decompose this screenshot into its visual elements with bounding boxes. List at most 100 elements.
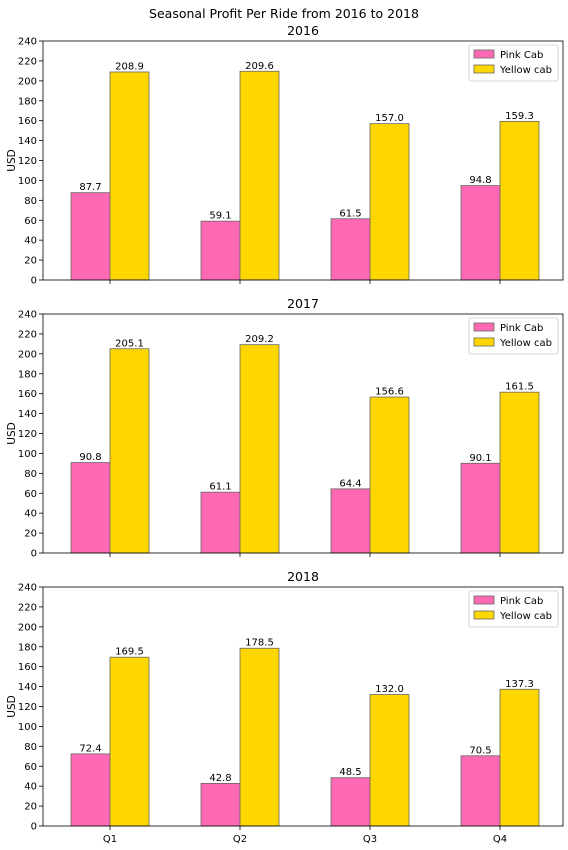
y-tick-label: 20 <box>24 256 37 267</box>
y-tick-label: 80 <box>24 196 37 207</box>
y-tick-label: 80 <box>24 469 37 480</box>
legend-swatch-pink-cab <box>473 322 495 332</box>
y-tick-label: 220 <box>18 56 37 67</box>
bar-value-label: 209.6 <box>245 61 274 72</box>
bar-value-label: 159.3 <box>505 111 534 122</box>
figure-suptitle: Seasonal Profit Per Ride from 2016 to 20… <box>149 6 419 21</box>
legend-swatch-pink-cab <box>473 49 495 59</box>
y-tick-label: 100 <box>18 176 37 187</box>
bar-value-label: 178.5 <box>245 638 274 649</box>
y-tick-label: 120 <box>18 429 37 440</box>
y-tick-label: 40 <box>24 236 37 247</box>
legend-label: Pink Cab <box>500 50 543 61</box>
bar-value-label: 157.0 <box>375 113 404 124</box>
y-tick-label: 20 <box>24 802 37 813</box>
y-tick-label: 60 <box>24 762 37 773</box>
bar-value-label: 72.4 <box>79 743 101 754</box>
axes-frame <box>42 586 564 827</box>
y-tick-label: 180 <box>18 369 37 380</box>
legend: Pink Cab Yellow cab <box>468 317 559 355</box>
bar-pink-cab-q4 <box>460 185 501 281</box>
legend-swatch-yellow-cab <box>473 610 495 620</box>
bar-yellow-cab-q1 <box>109 656 150 827</box>
bar-pink-cab-q1 <box>70 753 111 827</box>
bar-value-label: 156.6 <box>375 387 404 398</box>
bar-value-label: 94.8 <box>469 175 491 186</box>
bar-pink-cab-q3 <box>330 218 371 281</box>
bar-value-label: 132.0 <box>375 684 404 695</box>
x-tick-label: Q3 <box>363 834 377 845</box>
bar-pink-cab-q2 <box>200 491 241 554</box>
bar-value-label: 208.9 <box>115 61 144 72</box>
y-tick-label: 200 <box>18 349 37 360</box>
y-tick-label: 200 <box>18 622 37 633</box>
bar-value-label: 64.4 <box>339 478 361 489</box>
bar-value-label: 42.8 <box>209 773 231 784</box>
y-tick-label: 0 <box>31 276 37 287</box>
bar-pink-cab-q4 <box>460 462 501 554</box>
legend-swatch-pink-cab <box>473 595 495 605</box>
y-tick-label: 140 <box>18 136 37 147</box>
bar-yellow-cab-q4 <box>499 391 540 554</box>
y-tick-label: 140 <box>18 682 37 693</box>
y-tick-label: 80 <box>24 742 37 753</box>
y-tick-label: 0 <box>31 549 37 560</box>
y-tick-label: 180 <box>18 642 37 653</box>
legend-label: Yellow cab <box>499 611 552 622</box>
x-tick-label: Q2 <box>233 834 247 845</box>
bar-value-label: 61.1 <box>209 482 231 493</box>
y-tick-label: 20 <box>24 529 37 540</box>
y-tick-label: 40 <box>24 782 37 793</box>
y-tick-label: 120 <box>18 156 37 167</box>
chart-panel-3: 2018 USD 0 20 40 60 80 100 120 140 160 180 200 220 240… <box>6 569 564 845</box>
y-tick-label: 140 <box>18 409 37 420</box>
legend-label: Yellow cab <box>499 65 552 76</box>
bar-yellow-cab-q4 <box>499 120 540 281</box>
bar-yellow-cab-q3 <box>369 123 410 281</box>
y-tick-label: 240 <box>18 583 37 594</box>
bar-yellow-cab-q4 <box>499 688 540 827</box>
y-tick-label: 160 <box>18 116 37 127</box>
bar-yellow-cab-q2 <box>239 647 280 827</box>
y-tick-label: 180 <box>18 96 37 107</box>
y-tick-label: 240 <box>18 37 37 48</box>
bar-pink-cab-q4 <box>460 755 501 827</box>
y-tick-label: 220 <box>18 602 37 613</box>
y-tick-label: 220 <box>18 329 37 340</box>
bar-value-label: 209.2 <box>245 334 274 345</box>
y-tick-label: 100 <box>18 722 37 733</box>
bar-value-label: 90.8 <box>79 452 101 463</box>
chart-panel-2: 2017 USD 0 20 40 60 80 100 120 140 160 180 200 220 240… <box>6 296 564 560</box>
axes-frame <box>42 40 564 281</box>
bar-yellow-cab-q2 <box>239 70 280 281</box>
y-tick-label: 160 <box>18 662 37 673</box>
bar-value-label: 48.5 <box>339 767 361 778</box>
bar-yellow-cab-q2 <box>239 344 280 554</box>
bar-yellow-cab-q1 <box>109 71 150 281</box>
bar-yellow-cab-q1 <box>109 348 150 554</box>
bar-pink-cab-q1 <box>70 462 111 554</box>
bar-yellow-cab-q3 <box>369 694 410 827</box>
bar-value-label: 137.3 <box>505 679 534 690</box>
x-tick-label: Q1 <box>103 834 117 845</box>
axes-frame <box>42 313 564 554</box>
bar-pink-cab-q2 <box>200 220 241 281</box>
legend-swatch-yellow-cab <box>473 337 495 347</box>
chart-title: 2016 <box>287 23 319 38</box>
bar-pink-cab-q3 <box>330 777 371 827</box>
y-tick-label: 120 <box>18 702 37 713</box>
legend: Pink Cab Yellow cab <box>468 590 559 628</box>
y-tick-label: 60 <box>24 216 37 227</box>
y-tick-label: 60 <box>24 489 37 500</box>
y-tick-label: 40 <box>24 509 37 520</box>
bar-value-label: 87.7 <box>79 182 101 193</box>
x-tick-label: Q4 <box>493 834 507 845</box>
bar-value-label: 90.1 <box>469 453 491 464</box>
y-tick-label: 0 <box>31 822 37 833</box>
bar-pink-cab-q1 <box>70 192 111 281</box>
y-axis-label: USD <box>6 422 18 444</box>
bar-value-label: 70.5 <box>469 745 491 756</box>
legend-label: Yellow cab <box>499 338 552 349</box>
bar-value-label: 161.5 <box>505 382 534 393</box>
